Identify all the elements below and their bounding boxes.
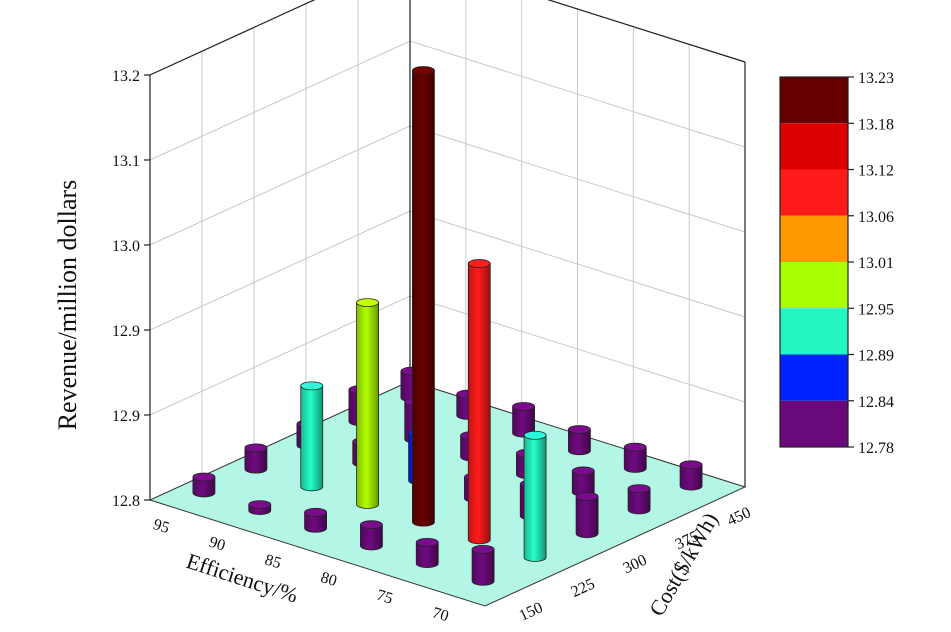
- bar-efficiency-90-cost-225: [300, 381, 324, 492]
- bar-body: [304, 511, 327, 533]
- colorbar-segment: [780, 169, 848, 216]
- bar-body: [679, 464, 703, 491]
- bar-top: [300, 381, 324, 391]
- colorbar-label: 13.18: [858, 116, 894, 133]
- bar-body: [575, 496, 599, 539]
- chart-bars: [192, 66, 703, 586]
- bar-efficiency-90-cost-150: [248, 500, 272, 515]
- colorbar-label: 13.12: [858, 163, 894, 180]
- cost-tick-label: 300: [621, 552, 650, 578]
- vertical-tick-label: 12.8: [112, 493, 140, 510]
- colorbar-label: 12.78: [858, 440, 894, 457]
- efficiency-tick-label: 75: [374, 587, 394, 608]
- efficiency-tick-label: 95: [151, 516, 171, 537]
- efficiency-tick-label: 70: [430, 604, 450, 625]
- colorbar-segment: [780, 262, 848, 309]
- colorbar-segment: [780, 308, 848, 355]
- colorbar-label: 12.95: [858, 301, 894, 318]
- bar-body: [568, 429, 591, 456]
- bar-body: [300, 385, 324, 492]
- cost-tick-label: 150: [517, 599, 546, 625]
- bar-efficiency-95-cost-150: [192, 472, 216, 498]
- bar-top: [679, 460, 703, 470]
- bar-body: [412, 70, 435, 527]
- bar-top: [471, 544, 495, 554]
- bar-efficiency-70-cost-450: [679, 460, 703, 491]
- bar-body: [623, 446, 647, 473]
- bar-top: [467, 259, 491, 268]
- vertical-tick-label: 12.9: [112, 323, 140, 340]
- bar-top: [412, 66, 435, 75]
- chart-ticks: 12.8 12.9 12.9 13.0 13.1 13.2 95 90 85 80 75 70 450 3…: [112, 68, 754, 625]
- bar-body: [415, 541, 439, 568]
- chart-walls: [149, 0, 746, 501]
- bar-efficiency-75-cost-150: [415, 537, 439, 568]
- bar-efficiency-75-cost-225: [467, 259, 491, 545]
- colorbar-segment: [780, 123, 848, 170]
- bar-body: [244, 447, 268, 474]
- bar-top: [360, 520, 383, 530]
- efficiency-tick-label: 90: [207, 534, 227, 555]
- bar-top: [571, 466, 595, 476]
- colorbar-segment: [780, 354, 848, 401]
- frame-top: [149, 0, 746, 76]
- colorbar-segment: [780, 400, 848, 447]
- bar-body: [471, 548, 495, 586]
- bar-efficiency-75-cost-375: [571, 466, 595, 497]
- bar-top: [244, 443, 268, 453]
- bar-efficiency-70-cost-300: [575, 492, 599, 539]
- vertical-tick-label: 13.0: [112, 238, 140, 255]
- bar-top: [627, 484, 651, 494]
- colorbar-label: 13.01: [858, 255, 894, 272]
- bar-body: [356, 302, 379, 509]
- bar-efficiency-85-cost-150: [304, 507, 327, 533]
- bar-body: [523, 434, 547, 562]
- vertical-tick-label: 13.1: [112, 153, 140, 170]
- efficiency-tick-label: 85: [263, 551, 283, 572]
- left-wall: [150, 0, 410, 500]
- colorbar-label: 13.06: [858, 209, 894, 226]
- efficiency-axis-title: Efficiency/%: [183, 548, 301, 608]
- bar-efficiency-70-cost-375: [627, 484, 651, 515]
- bar-top: [512, 402, 535, 411]
- vertical-axis-title: Revenue/million dollars: [53, 180, 82, 431]
- bar-body: [467, 263, 491, 545]
- bar-top: [523, 430, 547, 440]
- bar-top: [623, 442, 647, 452]
- colorbar-segment: [780, 215, 848, 262]
- bar-top: [568, 425, 591, 434]
- colorbar-label: 12.89: [858, 348, 894, 365]
- colorbar-segment: [780, 77, 848, 124]
- bar-top: [356, 298, 379, 307]
- bar-body: [360, 524, 383, 551]
- bar-top: [248, 500, 272, 510]
- efficiency-tick-label: 80: [319, 569, 339, 590]
- colorbar-label: 12.84: [858, 394, 894, 411]
- bar-top: [304, 507, 327, 517]
- bar-top: [192, 472, 216, 482]
- bar-body: [627, 488, 651, 515]
- cost-tick-label: 225: [569, 575, 598, 601]
- vertical-tick-label: 13.2: [112, 68, 140, 85]
- bar-efficiency-95-cost-225: [244, 443, 268, 474]
- bar-efficiency-80-cost-150: [360, 520, 383, 551]
- cost-tick-label: 450: [725, 504, 754, 530]
- bar-top: [575, 492, 599, 501]
- bar-top: [415, 537, 439, 547]
- bar-efficiency-80-cost-225: [412, 66, 435, 527]
- bar-efficiency-75-cost-450: [623, 442, 647, 473]
- colorbar: 13.23 13.18 13.12 13.06 13.01 12.95 12.89 12.84…: [779, 70, 894, 457]
- bar-efficiency-70-cost-150: [471, 544, 495, 586]
- bar-efficiency-85-cost-225: [356, 298, 379, 509]
- bar-efficiency-70-cost-225: [523, 430, 547, 562]
- bar-efficiency-80-cost-450: [568, 425, 591, 456]
- colorbar-label: 13.23: [858, 70, 894, 87]
- vertical-tick-label: 12.9: [112, 408, 140, 425]
- bar-body: [192, 476, 216, 498]
